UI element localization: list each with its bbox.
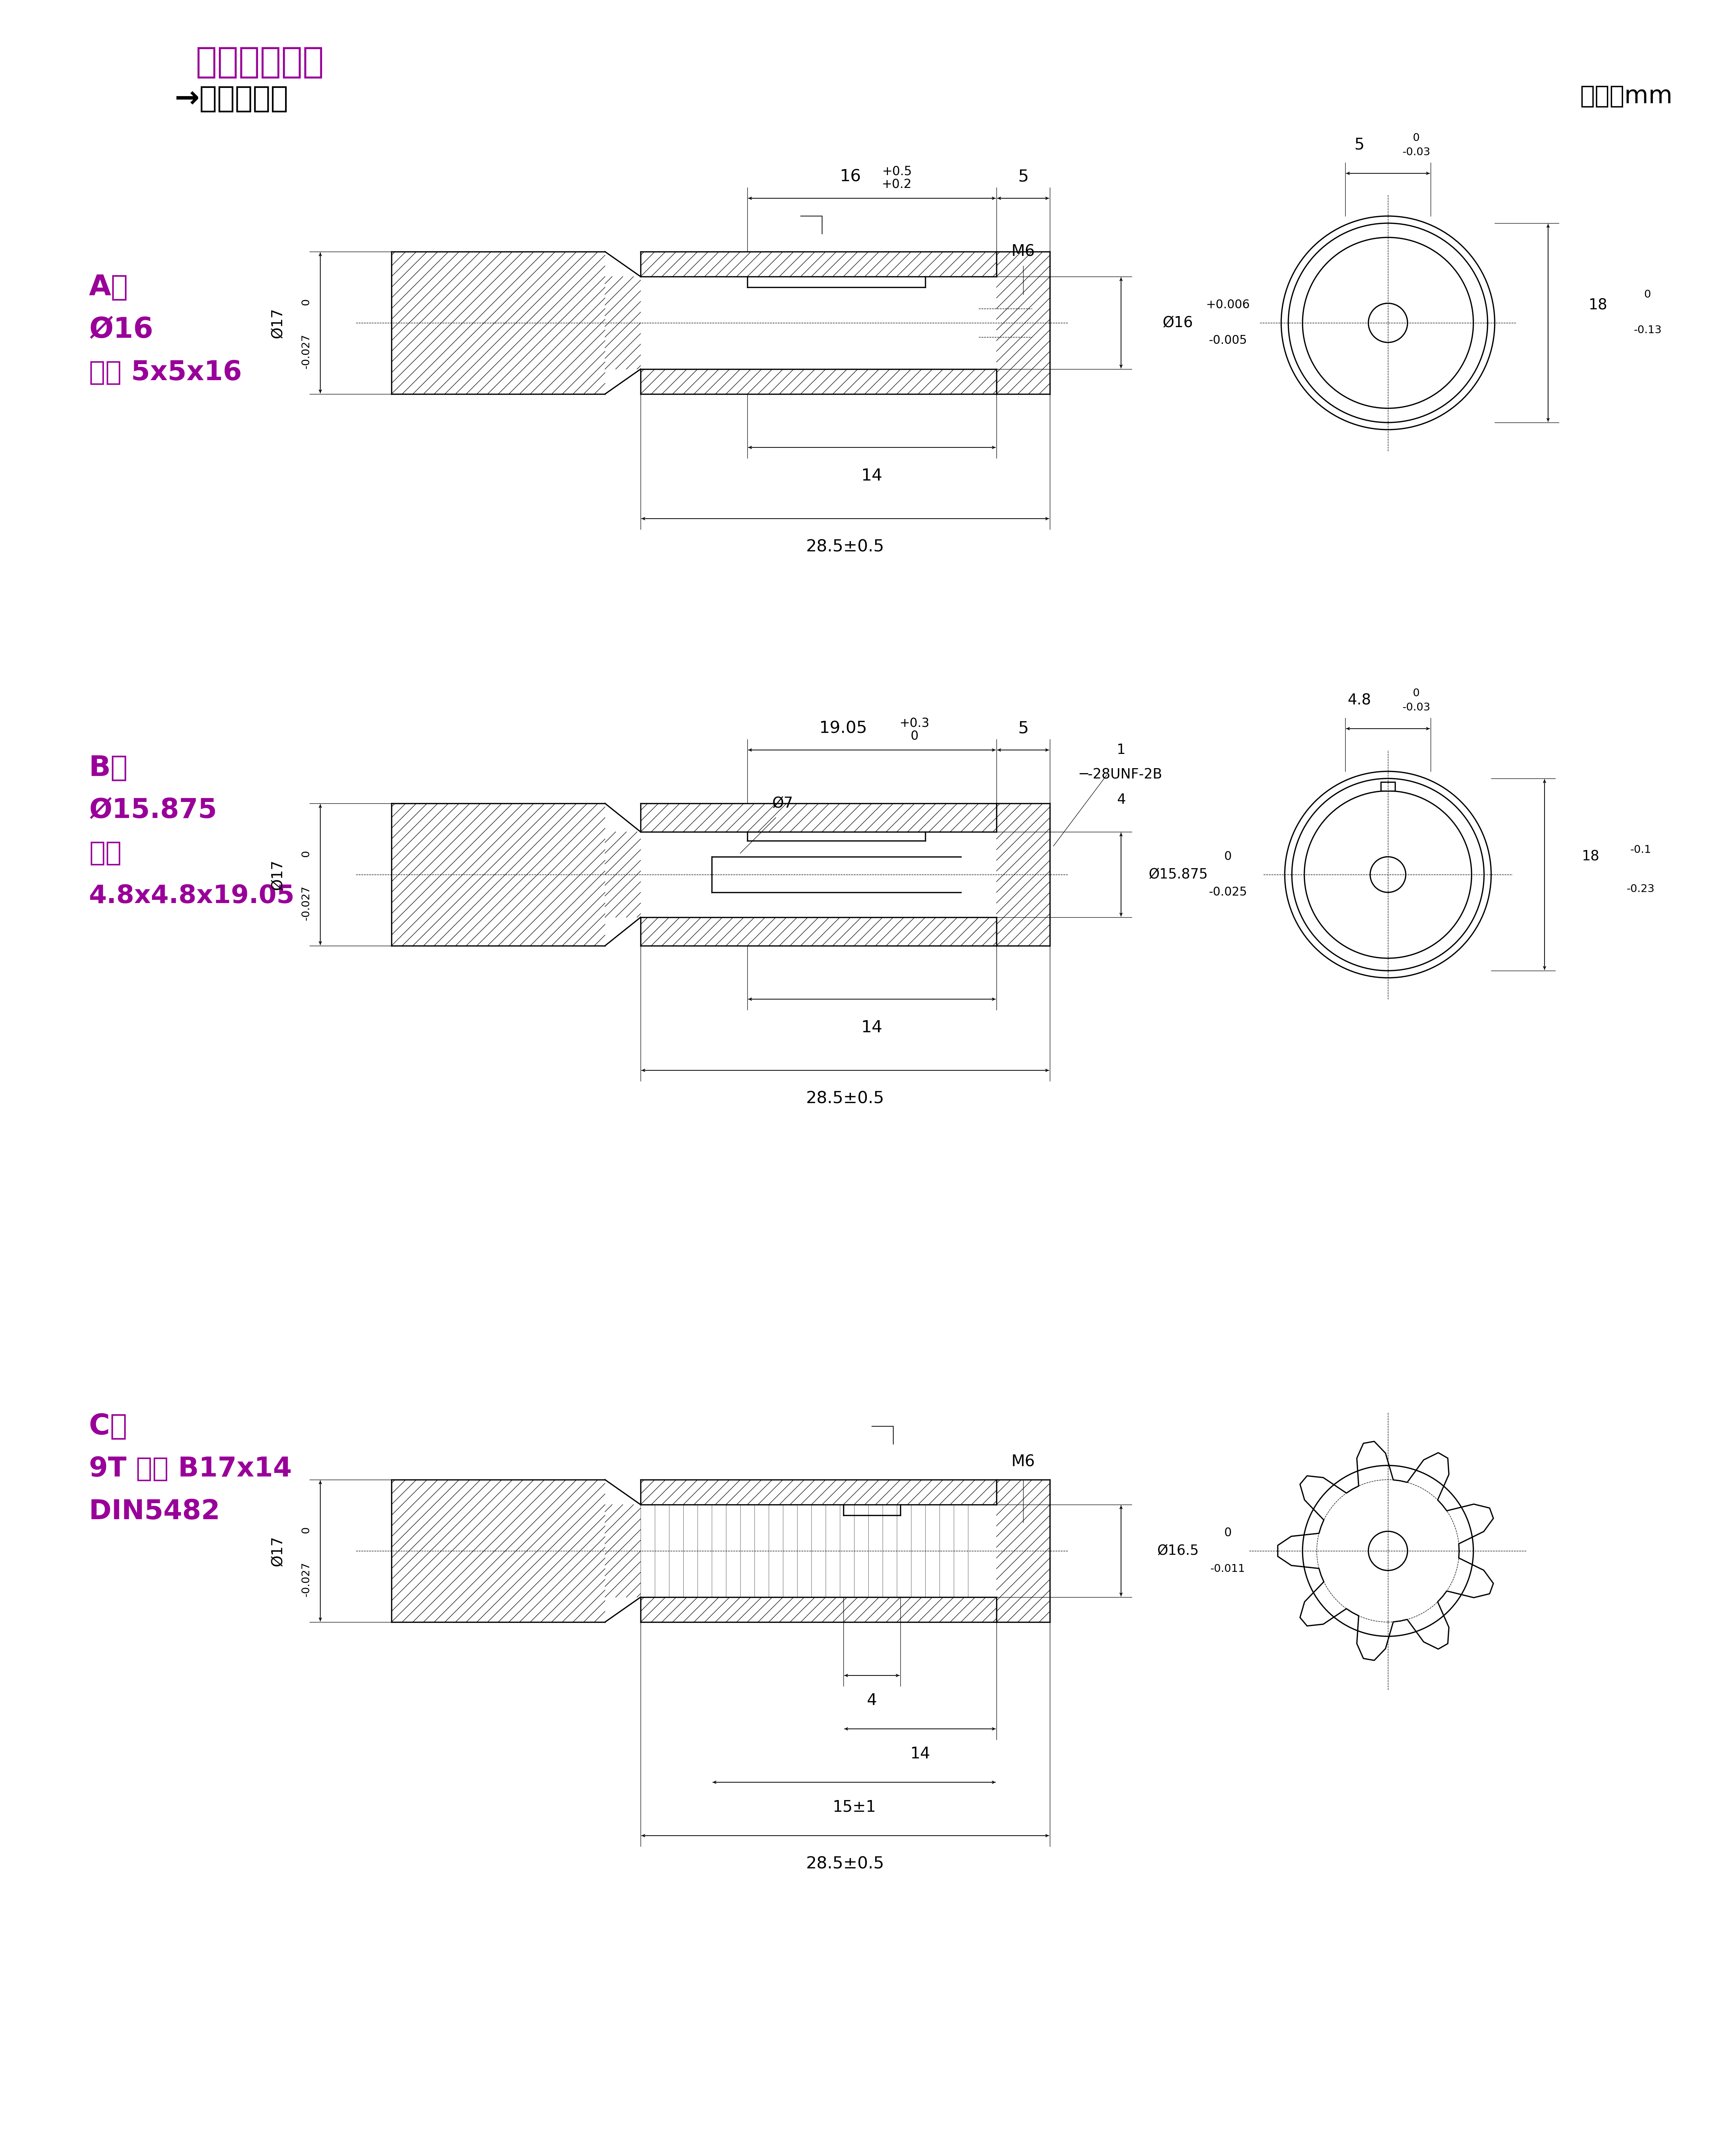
Text: Ø16: Ø16 [1163,315,1193,330]
Text: 9T 花鍵 B17x14: 9T 花鍵 B17x14 [89,1455,292,1481]
Text: 4.8x4.8x19.05: 4.8x4.8x19.05 [89,884,295,908]
Text: +0.5: +0.5 [882,166,911,177]
Text: Ø15.875: Ø15.875 [89,798,217,824]
Text: 1: 1 [1116,744,1125,757]
Text: 19.05: 19.05 [819,720,868,737]
Text: C：: C： [89,1412,127,1440]
Text: Ø17: Ø17 [271,1535,285,1565]
Text: -0.005: -0.005 [1208,334,1246,347]
Text: B：: B： [89,755,128,783]
Text: Ø16.5: Ø16.5 [1158,1544,1200,1557]
Text: 15±1: 15±1 [832,1800,877,1815]
Text: 4.8: 4.8 [1347,692,1371,707]
Text: M6: M6 [1012,1455,1035,1470]
Text: +0.3: +0.3 [899,718,929,729]
Text: -0.027: -0.027 [300,886,311,921]
Text: Ø16: Ø16 [89,317,153,343]
Text: 18: 18 [1581,849,1599,865]
Text: 單位：mm: 單位：mm [1580,84,1674,108]
Text: 0: 0 [300,298,311,304]
Text: 18: 18 [1588,298,1608,313]
Text: Ø17: Ø17 [271,308,285,338]
Text: 4: 4 [866,1692,877,1708]
Text: 0: 0 [1413,688,1420,699]
Text: 28.5±0.5: 28.5±0.5 [806,1091,884,1106]
Text: 14: 14 [910,1746,930,1761]
Text: 0: 0 [1224,852,1231,862]
Text: -0.13: -0.13 [1634,326,1661,334]
Text: 4: 4 [1116,793,1125,806]
Bar [1380,783,1396,791]
Text: +0.006: +0.006 [1207,300,1250,310]
Text: 28.5±0.5: 28.5±0.5 [806,539,884,554]
Text: Ø15.875: Ø15.875 [1147,869,1208,882]
Text: 14: 14 [861,468,882,483]
Text: 16: 16 [840,168,861,185]
Text: ─-28UNF-2B: ─-28UNF-2B [1080,768,1163,783]
Text: 0: 0 [1644,289,1651,300]
Text: M6: M6 [1012,244,1035,259]
Text: 0: 0 [911,729,918,742]
Text: 軸心連接尺寸: 軸心連接尺寸 [196,45,325,80]
Text: Ø17: Ø17 [271,860,285,890]
Text: -0.027: -0.027 [300,334,311,369]
Text: -0.011: -0.011 [1210,1563,1245,1574]
Text: -0.23: -0.23 [1627,884,1654,895]
Text: 0: 0 [300,1526,311,1533]
Text: -0.1: -0.1 [1630,845,1651,854]
Text: 0: 0 [1413,132,1420,142]
Text: 5: 5 [1017,168,1028,185]
Text: -0.025: -0.025 [1208,886,1246,899]
Text: 5: 5 [1354,138,1364,153]
Text: +0.2: +0.2 [882,179,911,190]
Text: A：: A： [89,274,128,302]
Text: 14: 14 [861,1020,882,1035]
Text: DIN5482: DIN5482 [89,1498,220,1524]
Text: 平鍵 5x5x16: 平鍵 5x5x16 [89,360,241,386]
Text: 平鍵: 平鍵 [89,841,122,867]
Text: Ø7: Ø7 [773,796,793,811]
Text: 0: 0 [300,849,311,856]
Text: -0.027: -0.027 [300,1561,311,1598]
Text: -0.03: -0.03 [1403,703,1430,711]
Text: 28.5±0.5: 28.5±0.5 [806,1856,884,1871]
Text: 5: 5 [1017,720,1028,737]
Text: →馬達安裝面: →馬達安裝面 [174,84,288,114]
Text: -0.03: -0.03 [1403,147,1430,157]
Text: 0: 0 [1224,1526,1231,1539]
